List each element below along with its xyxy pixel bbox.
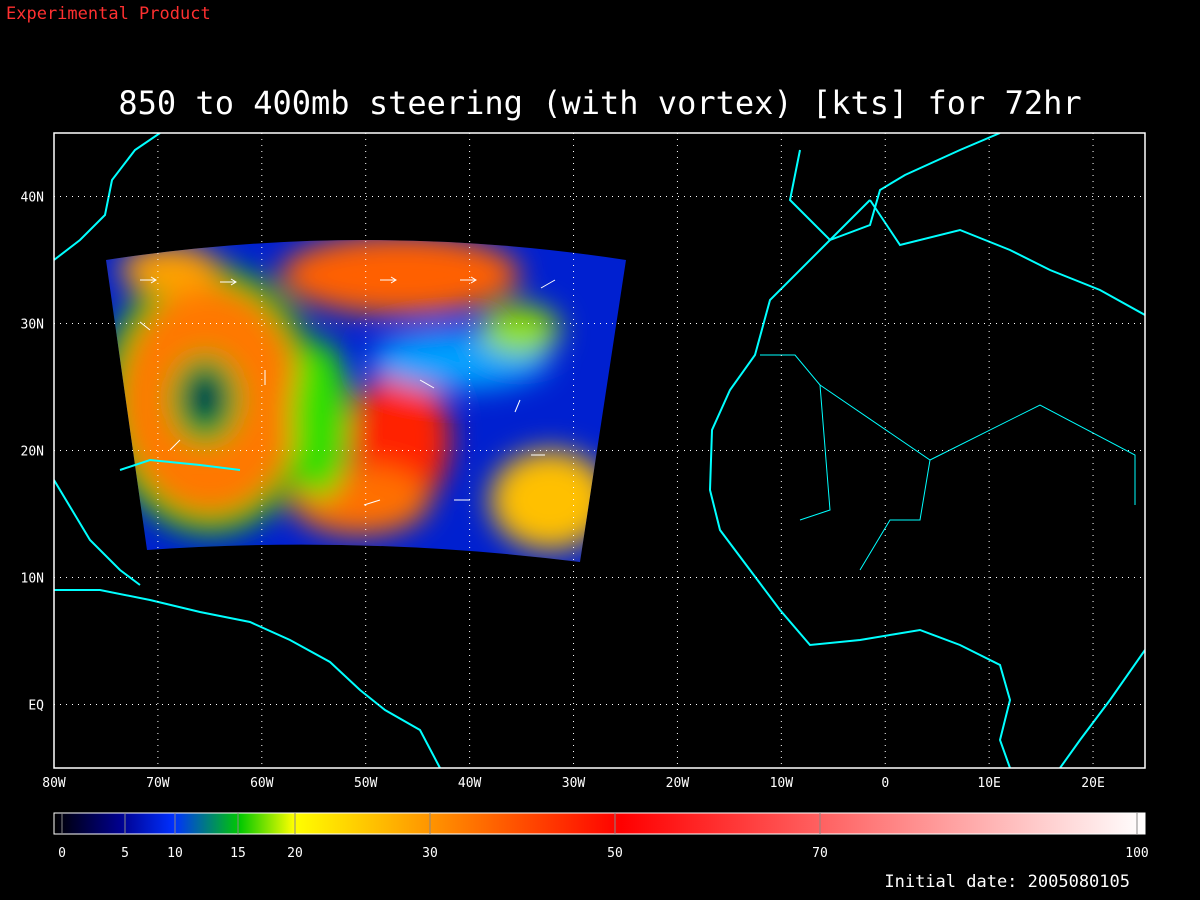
colorbar-tick-label: 50: [607, 846, 623, 861]
colorbar-tick-label: 5: [121, 846, 129, 861]
x-tick-label: 0: [881, 776, 889, 791]
y-tick-label: 40N: [21, 191, 44, 206]
initial-date: Initial date: 2005080105: [884, 872, 1130, 892]
x-tick-label: 70W: [146, 776, 170, 791]
borders: [760, 354, 1136, 571]
x-tick-label: 30W: [562, 776, 586, 791]
colorbar: [53, 812, 1146, 835]
colorbar-tick-label: 15: [230, 846, 246, 861]
coastlines: [54, 133, 1145, 768]
x-tick-label: 40W: [458, 776, 482, 791]
y-tick-label: EQ: [28, 699, 44, 714]
colorbar-tick-label: 20: [287, 846, 303, 861]
x-tick-label: 20E: [1081, 776, 1104, 791]
x-tick-label: 10E: [977, 776, 1000, 791]
colorbar-tick-label: 30: [422, 846, 438, 861]
map-frame: [53, 132, 1146, 769]
x-tick-label: 20W: [666, 776, 690, 791]
colorbar-tick-label: 10: [167, 846, 183, 861]
y-tick-label: 20N: [21, 445, 44, 460]
y-tick-label: 10N: [21, 572, 44, 587]
colorbar-tick-label: 0: [58, 846, 66, 861]
axes: 80W 70W 60W 50W 40W 30W 20W 10W 0 10E 20E EQ 10N 20N 3…: [21, 133, 1145, 791]
title: 850 to 400mb steering (with vortex) [kts…: [118, 84, 1081, 122]
y-tick-label: 30N: [21, 318, 44, 333]
x-tick-label: 50W: [354, 776, 378, 791]
x-tick-label: 60W: [250, 776, 274, 791]
x-tick-label: 10W: [770, 776, 794, 791]
x-tick-label: 80W: [42, 776, 66, 791]
colorbar-ticks: 0 5 10 15 20 30 50 70 100: [58, 813, 1149, 861]
note: Experimental Product: [6, 4, 211, 24]
colorbar-tick-label: 100: [1125, 846, 1148, 861]
colorbar-tick-label: 70: [812, 846, 828, 861]
steering-field: [106, 240, 626, 562]
